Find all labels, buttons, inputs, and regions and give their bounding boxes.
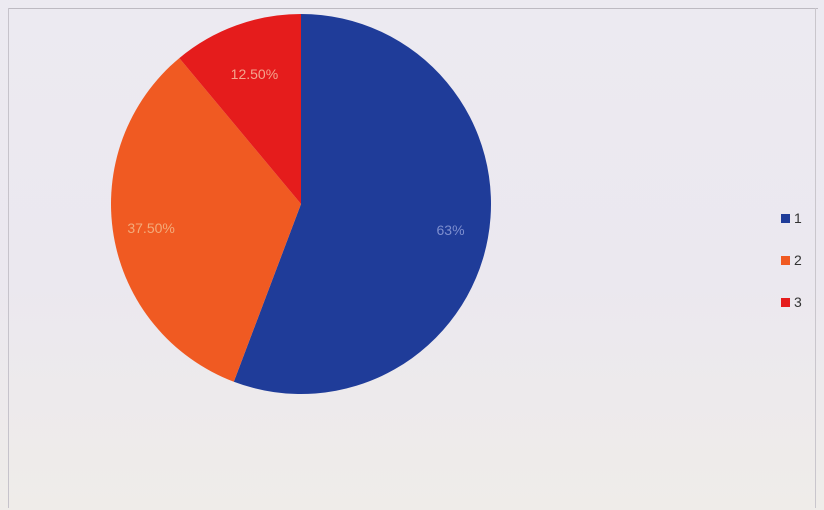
legend-swatch-2 — [781, 255, 790, 265]
legend-item-2: 2 — [781, 250, 815, 270]
frame-right-border — [815, 8, 816, 508]
legend-item-3: 3 — [781, 292, 815, 312]
pie-slice-2 — [110, 58, 301, 382]
pie-slice-3 — [179, 14, 301, 204]
legend-label-1: 1 — [794, 210, 802, 226]
legend-swatch-3 — [781, 297, 790, 307]
legend-label-3: 3 — [794, 294, 802, 310]
slice-label-1: 63% — [437, 222, 465, 238]
frame-left-border — [8, 8, 9, 508]
legend-swatch-1 — [781, 213, 790, 223]
legend: 1 2 3 — [781, 208, 815, 334]
slice-label-2: 37.50% — [127, 220, 174, 236]
frame-top-border — [8, 8, 818, 9]
legend-item-1: 1 — [781, 208, 815, 228]
legend-label-2: 2 — [794, 252, 802, 268]
pie-labels: 63% 37.50% 12.50% — [127, 66, 464, 238]
pie-slice-1 — [233, 14, 491, 394]
slice-label-3: 12.50% — [231, 66, 278, 82]
pie-slices — [110, 14, 491, 394]
